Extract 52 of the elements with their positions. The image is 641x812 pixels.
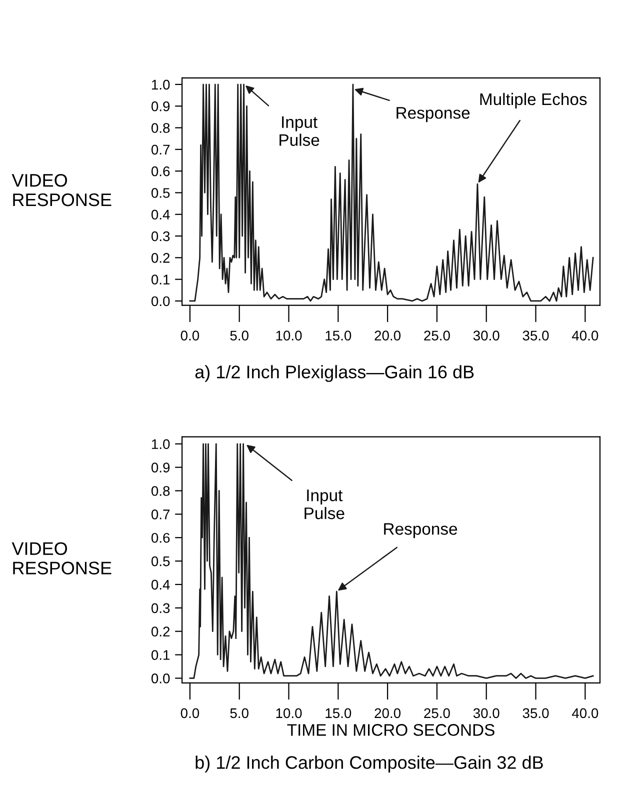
y-tick-label: 0.5 [151, 188, 170, 198]
y-tick-label: 0.7 [151, 144, 170, 155]
y-tick-label: 0.9 [151, 101, 170, 112]
x-tick-label: 10.0 [276, 708, 302, 718]
x-tick-label: 0.0 [180, 708, 200, 718]
y-tick-label: 0.6 [151, 166, 170, 176]
x-tick-label: 20.0 [374, 708, 401, 718]
annotation: Input Pulse [304, 490, 344, 520]
y-tick-label: 0.4 [151, 210, 170, 220]
x-tick-label: 20.0 [374, 330, 401, 341]
y-tick-label: 0.3 [151, 603, 170, 614]
y-tick-label: 0.8 [151, 123, 170, 133]
x-tick-label: 10.0 [276, 330, 302, 341]
x-axis-title: TIME IN MICRO SECONDS [287, 724, 494, 736]
y-tick-label: 0.5 [151, 556, 170, 566]
annotation: Response [396, 107, 470, 122]
annotation: Multiple Echos [480, 92, 587, 108]
y-tick-label: 0.1 [151, 650, 170, 660]
y-tick-label: 0.2 [151, 253, 170, 263]
x-tick-label: 40.0 [572, 330, 598, 341]
y-tick-label: 0.4 [151, 580, 170, 590]
text: a) 1/2 Inch Plexiglass—Gain 16 dB [195, 365, 474, 382]
x-tick-label: 5.0 [230, 330, 248, 341]
y-tick-label: 0.3 [151, 231, 170, 242]
x-tick-label: 5.0 [230, 708, 248, 718]
annotation: Response [384, 523, 458, 538]
y-tick-label: 0.2 [151, 626, 170, 637]
line-series [189, 443, 594, 679]
y-tick-label: 0.1 [151, 274, 170, 284]
y-axis-title: VIDEO RESPONSE [12, 174, 112, 206]
y-tick-label: 0.9 [151, 462, 170, 472]
y-tick-label: 0.8 [151, 486, 170, 496]
text: b) 1/2 Inch Carbon Composite—Gain 32 dB [196, 756, 543, 772]
y-tick-label: 1.0 [152, 439, 170, 450]
x-tick-label: 30.0 [473, 708, 500, 718]
y-tick-label: 0.7 [151, 510, 170, 520]
y-tick-label: 0.0 [151, 674, 170, 684]
x-tick-label: 15.0 [326, 708, 352, 718]
x-tick-label: 30.0 [473, 330, 500, 341]
x-tick-label: 15.0 [326, 330, 352, 341]
y-tick-label: 1.0 [152, 80, 170, 90]
y-tick-label: 0.0 [151, 296, 170, 306]
annotation: Input Pulse [280, 116, 320, 146]
x-tick-label: 35.0 [522, 708, 549, 718]
x-tick-label: 25.0 [424, 330, 450, 341]
x-tick-label: 0.0 [180, 330, 200, 341]
x-tick-label: 25.0 [424, 708, 450, 718]
x-tick-label: 35.0 [522, 330, 549, 341]
x-tick-label: 40.0 [572, 708, 598, 718]
line-series [189, 84, 594, 302]
y-axis-title: VIDEO RESPONSE [12, 542, 112, 574]
y-tick-label: 0.6 [151, 532, 170, 543]
